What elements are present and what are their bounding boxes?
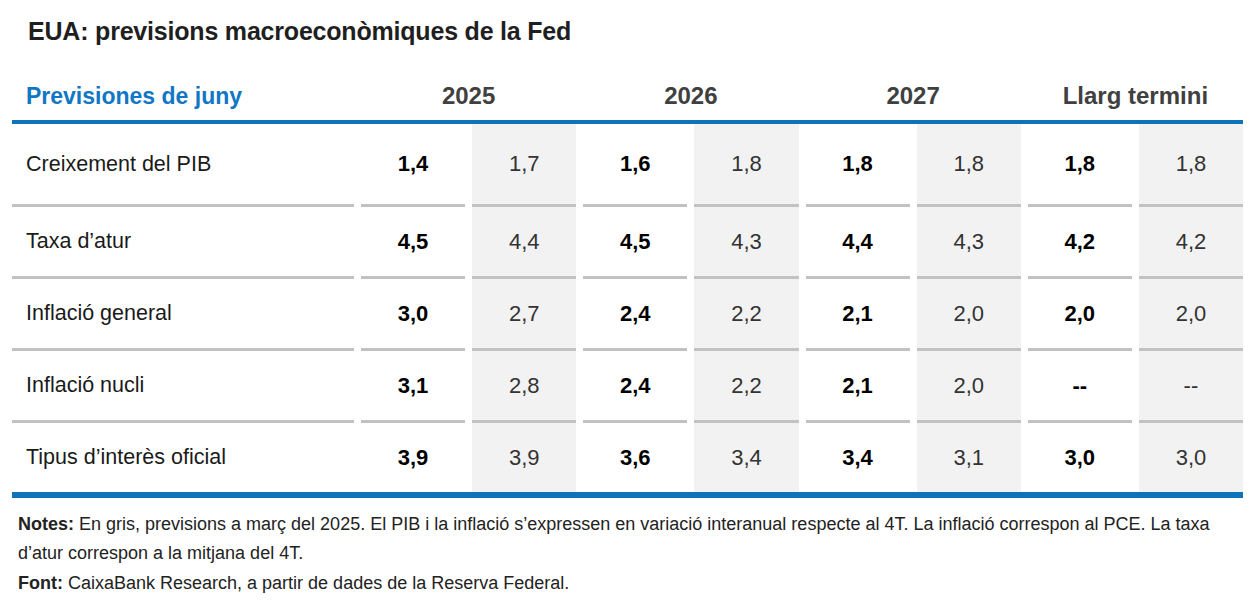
footer-notes: Notes: En gris, previsions a març del 20… (12, 510, 1244, 598)
cell-june-forecast: 4,5 (583, 204, 687, 276)
cell-june-forecast: 3,6 (583, 420, 687, 492)
cell-march-forecast: 3,9 (472, 420, 576, 492)
year-header: Llarg termini (1028, 82, 1243, 110)
table-header-row: Previsiones de juny 20252026 2027Llarg te… (12, 72, 1243, 120)
cell-june-forecast: 3,0 (1028, 420, 1132, 492)
cell-june-forecast: 1,6 (583, 124, 687, 204)
year-header: 2026 (583, 82, 798, 110)
cell-june-forecast: 3,9 (361, 420, 465, 492)
row-label: Inflació general (12, 276, 354, 348)
cell-june-forecast: 3,1 (361, 348, 465, 420)
row-label: Creixement del PIB (12, 124, 354, 204)
cell-march-forecast: 1,8 (1139, 124, 1243, 204)
cell-june-forecast: 2,4 (583, 348, 687, 420)
year-header: 2027 (806, 82, 1021, 110)
cell-march-forecast: 1,8 (694, 124, 798, 204)
figure-title: EUA: previsions macroeconòmiques de la F… (28, 14, 1243, 48)
cell-march-forecast: 2,8 (472, 348, 576, 420)
cell-march-forecast: 3,1 (917, 420, 1021, 492)
cell-june-forecast: 4,2 (1028, 204, 1132, 276)
cell-march-forecast: 1,8 (917, 124, 1021, 204)
notes-label: Notes: (18, 514, 74, 534)
source-text: CaixaBank Research, a partir de dades de… (63, 573, 569, 593)
cell-march-forecast: 1,7 (472, 124, 576, 204)
row-label: Taxa d’atur (12, 204, 354, 276)
notes-text: En gris, previsions a març del 2025. El … (18, 514, 1210, 563)
source-label: Font: (18, 573, 63, 593)
cell-march-forecast: 2,0 (1139, 276, 1243, 348)
cell-june-forecast: 2,0 (1028, 276, 1132, 348)
cell-march-forecast: 4,3 (694, 204, 798, 276)
cell-march-forecast: 2,0 (917, 348, 1021, 420)
table-corner-label: Previsiones de juny (12, 83, 354, 110)
table-row: Inflació general3,02,72,42,22,12,02,02,0 (12, 276, 1243, 348)
source-line: Font: CaixaBank Research, a partir de da… (18, 569, 1244, 598)
cell-june-forecast: -- (1028, 348, 1132, 420)
cell-march-forecast: 4,2 (1139, 204, 1243, 276)
cell-march-forecast: -- (1139, 348, 1243, 420)
cell-march-forecast: 4,3 (917, 204, 1021, 276)
cell-june-forecast: 3,4 (806, 420, 910, 492)
table-row: Taxa d’atur4,54,44,54,34,44,34,24,2 (12, 204, 1243, 276)
cell-june-forecast: 3,0 (361, 276, 465, 348)
cell-june-forecast: 4,4 (806, 204, 910, 276)
cell-june-forecast: 2,4 (583, 276, 687, 348)
cell-june-forecast: 1,8 (806, 124, 910, 204)
row-label: Tipus d’interès oficial (12, 420, 354, 492)
notes-line: Notes: En gris, previsions a març del 20… (18, 510, 1244, 568)
row-label: Inflació nucli (12, 348, 354, 420)
cell-march-forecast: 3,0 (1139, 420, 1243, 492)
table-row: Creixement del PIB1,41,71,61,81,81,81,81… (12, 124, 1243, 204)
cell-june-forecast: 2,1 (806, 348, 910, 420)
year-header: 2025 (361, 82, 576, 110)
table-row: Inflació nucli3,12,82,42,22,12,0---- (12, 348, 1243, 420)
footer-rule (12, 492, 1243, 498)
table-body: Creixement del PIB1,41,71,61,81,81,81,81… (12, 124, 1243, 492)
cell-march-forecast: 2,0 (917, 276, 1021, 348)
cell-june-forecast: 2,1 (806, 276, 910, 348)
table-row: Tipus d’interès oficial3,93,93,63,43,43,… (12, 420, 1243, 492)
cell-march-forecast: 2,2 (694, 348, 798, 420)
cell-march-forecast: 3,4 (694, 420, 798, 492)
forecast-table: Previsiones de juny 20252026 2027Llarg te… (12, 72, 1243, 498)
cell-june-forecast: 1,4 (361, 124, 465, 204)
cell-march-forecast: 2,2 (694, 276, 798, 348)
cell-june-forecast: 1,8 (1028, 124, 1132, 204)
cell-march-forecast: 4,4 (472, 204, 576, 276)
cell-june-forecast: 4,5 (361, 204, 465, 276)
figure: EUA: previsions macroeconòmiques de la F… (0, 0, 1253, 610)
cell-march-forecast: 2,7 (472, 276, 576, 348)
